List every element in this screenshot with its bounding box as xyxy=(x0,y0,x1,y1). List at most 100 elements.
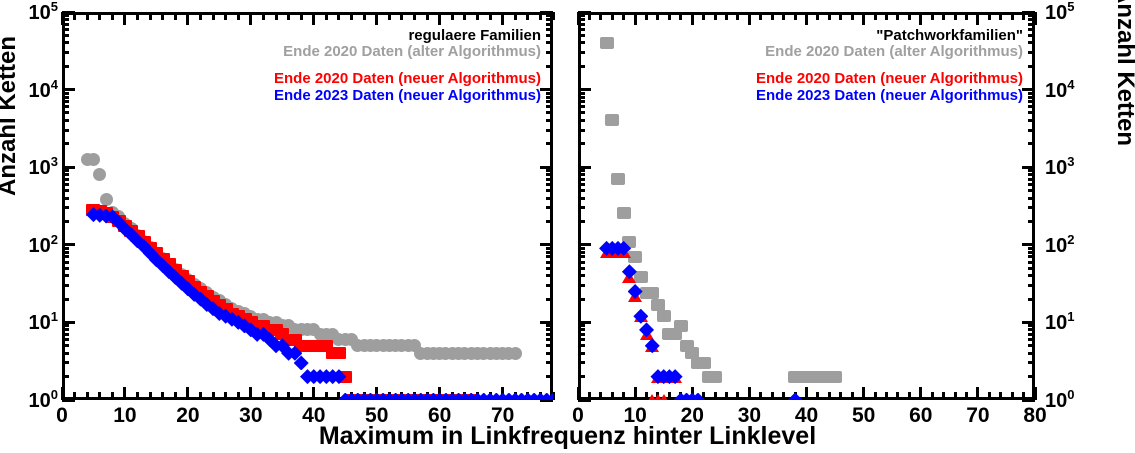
data-point-square xyxy=(696,356,711,369)
y-tick xyxy=(1028,41,1035,45)
x-tick xyxy=(362,12,366,20)
y-tick xyxy=(62,64,69,68)
y-tick xyxy=(546,173,553,177)
y-tick xyxy=(62,297,69,301)
y-tick xyxy=(546,18,553,22)
data-point-diamond xyxy=(787,392,803,400)
y-tick xyxy=(546,255,553,259)
x-tick-label: 30 xyxy=(737,404,762,427)
y-tick xyxy=(578,283,585,287)
x-tick xyxy=(747,387,751,400)
y-tick xyxy=(540,88,553,92)
y-tick xyxy=(546,283,553,287)
y-tick xyxy=(62,189,69,193)
data-point-diamond xyxy=(520,392,536,400)
y-tick xyxy=(578,219,585,223)
data-point-diamond xyxy=(539,392,553,400)
x-tick xyxy=(793,12,797,20)
data-point-diamond xyxy=(488,392,504,400)
x-tick xyxy=(587,12,591,20)
y-tick xyxy=(1028,51,1035,55)
x-tick xyxy=(236,12,240,20)
data-point-diamond xyxy=(469,392,485,400)
data-point-square xyxy=(650,298,665,311)
x-tick xyxy=(850,392,854,400)
y-tick xyxy=(546,324,553,328)
x-tick xyxy=(839,12,843,20)
x-tick xyxy=(999,392,1003,400)
y-tick xyxy=(1022,165,1035,169)
x-tick xyxy=(211,12,215,20)
data-point-diamond xyxy=(394,392,410,400)
y-tick xyxy=(62,10,75,14)
y-tick xyxy=(578,142,585,146)
y-tick xyxy=(62,105,69,109)
y-tick xyxy=(62,100,69,104)
y-tick xyxy=(1028,14,1035,18)
x-tick xyxy=(622,392,626,400)
y-tick xyxy=(62,142,69,146)
y-tick xyxy=(540,10,553,14)
data-point-diamond xyxy=(495,392,511,400)
y-tick xyxy=(578,266,585,270)
data-point-square xyxy=(673,319,688,332)
x-tick xyxy=(782,392,786,400)
y-tick xyxy=(578,33,585,37)
x-tick xyxy=(622,12,626,20)
data-point-diamond xyxy=(514,392,530,400)
x-tick xyxy=(198,392,202,400)
y-tick xyxy=(578,118,585,122)
x-tick xyxy=(873,392,877,400)
x-tick xyxy=(211,392,215,400)
data-point-diamond xyxy=(633,308,649,324)
x-axis-title: Maximum in Linkfrequenz hinter Linklevel xyxy=(318,422,817,450)
x-tick xyxy=(60,387,64,400)
x-tick xyxy=(312,12,316,25)
x-tick xyxy=(551,12,555,20)
data-point-diamond xyxy=(407,392,422,400)
data-point-triangle xyxy=(656,394,671,400)
x-tick xyxy=(690,12,694,25)
x-tick xyxy=(475,12,479,20)
y-tick xyxy=(1028,18,1035,22)
y-tick xyxy=(62,165,75,169)
x-tick xyxy=(73,12,77,20)
y-tick xyxy=(546,95,553,99)
y-tick xyxy=(546,297,553,301)
x-tick xyxy=(736,392,740,400)
y-tick xyxy=(1028,328,1035,332)
x-tick xyxy=(964,392,968,400)
x-tick xyxy=(198,12,202,20)
x-tick xyxy=(425,12,429,20)
plot-area-right xyxy=(578,12,1035,400)
y-tick xyxy=(1028,27,1035,31)
x-tick xyxy=(501,12,505,25)
x-tick xyxy=(526,12,530,20)
y-tick-label: 100 xyxy=(28,387,58,412)
x-tick xyxy=(249,387,253,400)
x-tick-label: 50 xyxy=(851,404,876,427)
x-tick xyxy=(587,392,591,400)
x-tick xyxy=(633,12,637,25)
panel-title-right: "Patchworkfamilien" xyxy=(876,27,1023,44)
x-tick xyxy=(261,12,265,20)
y-tick xyxy=(546,169,553,173)
y-tick xyxy=(1028,64,1035,68)
x-tick xyxy=(274,12,278,20)
y-tick xyxy=(578,243,591,247)
legend-right: "Patchworkfamilien" Ende 2020 Daten (alt… xyxy=(756,27,1023,104)
y-tick xyxy=(62,88,75,92)
y-tick xyxy=(578,165,591,169)
y-tick xyxy=(578,246,585,250)
x-tick xyxy=(161,392,165,400)
x-tick xyxy=(538,12,542,20)
data-point-diamond xyxy=(526,392,542,400)
x-tick xyxy=(953,12,957,20)
data-point-diamond xyxy=(400,392,416,400)
x-tick-label: 60 xyxy=(428,404,452,427)
y-tick xyxy=(578,260,585,264)
y-tick xyxy=(1028,219,1035,223)
y-tick xyxy=(546,64,553,68)
panel-regulaere-familien: regulaere Familien Ende 2020 Daten (alte… xyxy=(62,12,553,400)
x-tick xyxy=(759,12,763,20)
